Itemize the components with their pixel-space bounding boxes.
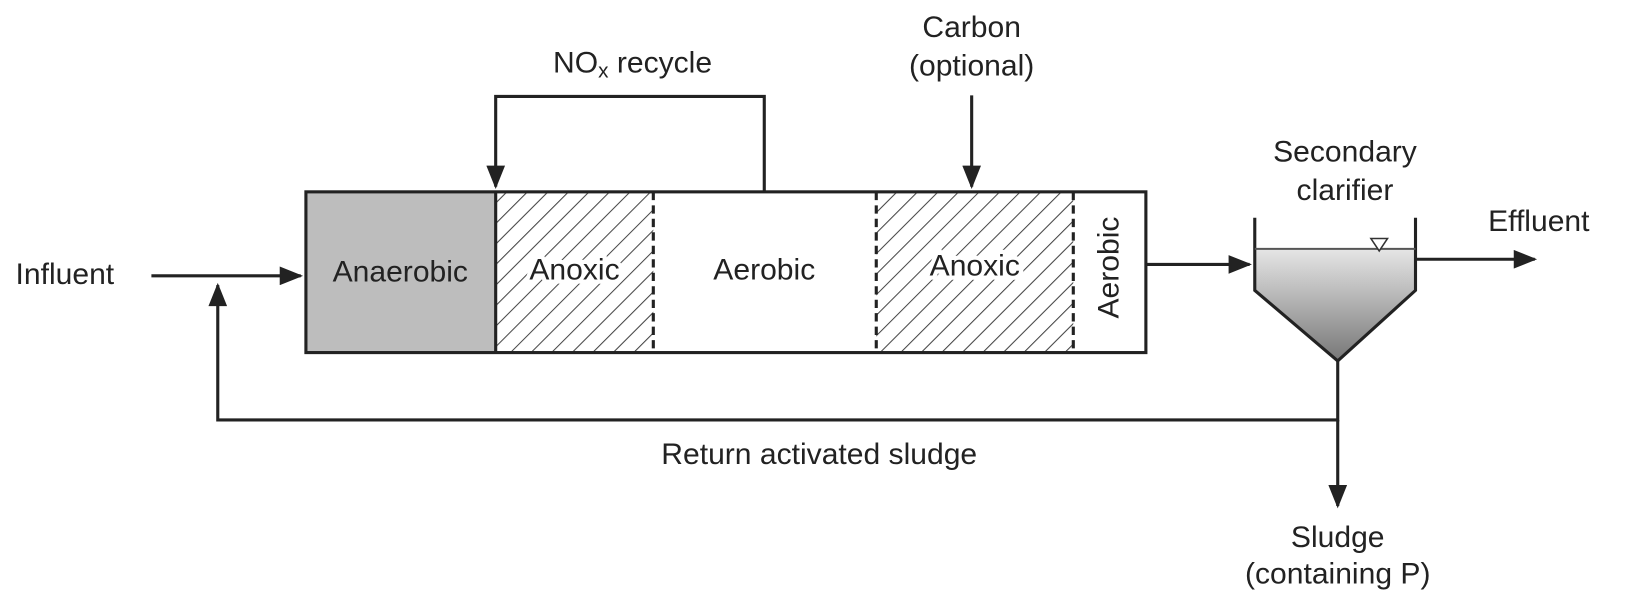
zone-label: Aerobic <box>713 254 815 287</box>
zone-label: Anaerobic <box>333 256 468 289</box>
zone-label: Anoxic <box>930 249 1020 282</box>
clarifier-label: Secondary <box>1273 135 1417 168</box>
carbon-label: Carbon <box>922 11 1021 44</box>
zone-label: Aerobic <box>1093 217 1126 319</box>
carbon-label: (optional) <box>909 49 1034 82</box>
anoxic-zone <box>495 191 654 353</box>
water-level-symbol <box>1369 237 1389 253</box>
clarifier-water <box>1254 248 1416 361</box>
sludge-label: (containing P) <box>1245 557 1430 590</box>
return-arrow <box>208 282 1340 422</box>
flow-diagram: Anaerobic Anoxic Aerobic Anoxic Aerobic … <box>16 11 1591 590</box>
zone-label: Anoxic <box>529 254 619 287</box>
clarifier-label: clarifier <box>1297 174 1394 207</box>
label-part: recycle <box>609 46 713 79</box>
sludge-label: Sludge <box>1291 521 1385 554</box>
tank <box>304 190 1148 355</box>
return-label: Return activated sludge <box>661 438 977 471</box>
influent-label: Influent <box>16 258 115 291</box>
anoxic-zone <box>876 191 1074 353</box>
anaerobic-zone <box>305 191 496 353</box>
recycle-label: NOx recycle <box>553 46 712 83</box>
label-part: NO <box>553 46 598 79</box>
recycle-arrow <box>486 94 766 192</box>
effluent-label: Effluent <box>1488 205 1590 238</box>
label-subscript: x <box>598 60 609 83</box>
